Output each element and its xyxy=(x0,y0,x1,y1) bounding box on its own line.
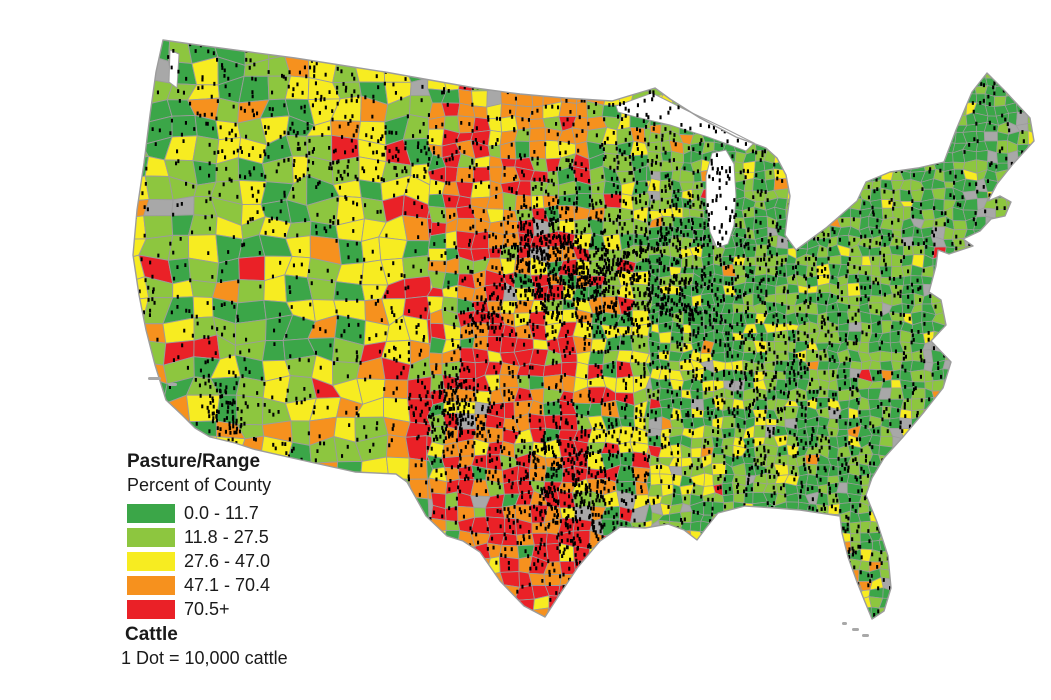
offshore-islands xyxy=(148,377,869,637)
lake-michigan xyxy=(705,149,737,249)
legend-class-row: 27.6 - 47.0 xyxy=(127,549,288,573)
legend-class-label: 70.5+ xyxy=(184,598,230,619)
legend-class-label: 11.8 - 27.5 xyxy=(184,526,269,547)
legend-swatch-green-icon xyxy=(127,503,175,523)
legend-swatch-lightgreen-icon xyxy=(127,527,175,547)
legend-swatch-red-icon xyxy=(127,599,175,619)
legend-class-row: 47.1 - 70.4 xyxy=(127,573,288,597)
legend-swatch-orange-icon xyxy=(127,575,175,595)
map-legend: Pasture/Range Percent of County 0.0 - 11… xyxy=(121,450,288,669)
legend-class-row: 0.0 - 11.7 xyxy=(127,501,288,525)
legend-class-label: 27.6 - 47.0 xyxy=(184,550,271,571)
legend-class-row: 11.8 - 27.5 xyxy=(127,525,288,549)
legend-dot-note: 1 Dot = 10,000 cattle xyxy=(121,648,288,669)
legend-swatch-yellow-icon xyxy=(127,551,175,571)
lake-superior xyxy=(615,92,755,152)
legend-cattle-title: Cattle xyxy=(125,624,178,646)
puget-sound xyxy=(168,49,180,89)
us-outline xyxy=(132,39,1035,620)
legend-class-label: 0.0 - 11.7 xyxy=(184,502,259,523)
legend-subtitle: Percent of County xyxy=(127,474,272,495)
legend-class-row: 70.5+ xyxy=(127,597,288,621)
legend-title: Pasture/Range xyxy=(127,451,261,472)
legend-class-label: 47.1 - 70.4 xyxy=(184,574,271,595)
